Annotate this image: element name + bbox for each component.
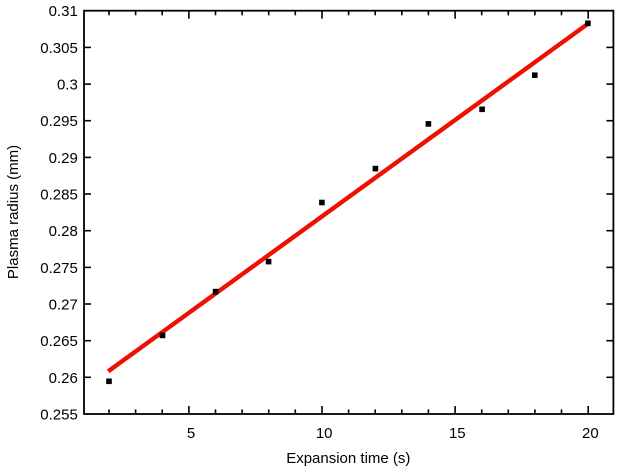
svg-text:10: 10	[316, 425, 333, 442]
svg-text:20: 20	[582, 425, 599, 442]
svg-text:15: 15	[449, 425, 466, 442]
svg-text:0.28: 0.28	[49, 223, 78, 240]
svg-text:0.255: 0.255	[40, 407, 78, 424]
svg-text:0.285: 0.285	[40, 187, 78, 204]
svg-text:0.275: 0.275	[40, 260, 78, 277]
svg-text:0.3: 0.3	[57, 77, 78, 94]
svg-text:0.27: 0.27	[49, 297, 78, 314]
svg-text:0.305: 0.305	[40, 40, 78, 57]
svg-text:0.265: 0.265	[40, 333, 78, 350]
svg-text:0.26: 0.26	[49, 370, 78, 387]
svg-text:0.29: 0.29	[49, 150, 78, 167]
svg-text:0.31: 0.31	[49, 3, 78, 20]
svg-text:0.295: 0.295	[40, 113, 78, 130]
svg-text:Expansion time (s): Expansion time (s)	[286, 450, 410, 467]
svg-text:5: 5	[187, 425, 195, 442]
svg-text:Plasma radius (mm): Plasma radius (mm)	[5, 145, 22, 279]
